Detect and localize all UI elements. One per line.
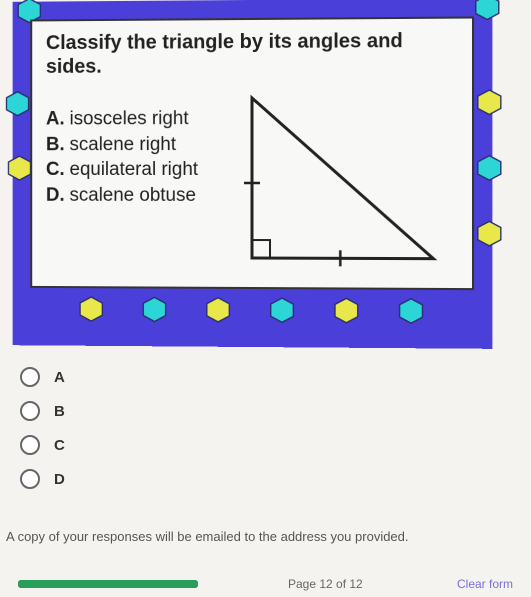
frame-hex-icon — [78, 296, 104, 322]
choice-text: isosceles right — [70, 108, 189, 129]
frame-hex-icon — [476, 89, 503, 115]
answer-option-b[interactable]: B — [20, 401, 531, 421]
email-note: A copy of your responses will be emailed… — [6, 529, 531, 544]
choice-letter: B. — [46, 132, 70, 157]
question-frame: Classify the triangle by its angles and … — [13, 0, 493, 349]
choice-row: C.equilateral right — [46, 157, 198, 183]
choice-letter: A. — [46, 107, 70, 132]
bottom-bar: Page 12 of 12 Clear form — [0, 577, 531, 591]
frame-hex-icon — [398, 298, 424, 324]
choice-list: A.isosceles rightB.scalene rightC.equila… — [46, 106, 198, 208]
answer-option-d[interactable]: D — [20, 469, 531, 489]
progress-bar — [18, 580, 198, 588]
choice-letter: D. — [46, 183, 70, 208]
answer-option-c[interactable]: C — [20, 435, 531, 455]
choice-row: D.scalene obtuse — [46, 183, 198, 209]
frame-hex-icon — [333, 297, 359, 323]
frame-hex-icon — [205, 297, 231, 323]
page-indicator: Page 12 of 12 — [288, 577, 363, 591]
radio-icon[interactable] — [20, 469, 40, 489]
choice-row: A.isosceles right — [46, 106, 198, 132]
radio-icon[interactable] — [20, 401, 40, 421]
answer-label: A — [54, 369, 65, 386]
clear-form-link[interactable]: Clear form — [457, 577, 513, 591]
frame-hex-icon — [476, 220, 503, 246]
frame-bottom-decor — [30, 288, 474, 331]
choice-text: equilateral right — [70, 159, 199, 180]
answer-label: C — [54, 437, 65, 454]
frame-hex-icon — [474, 0, 501, 21]
triangle-figure — [208, 87, 458, 274]
choice-text: scalene obtuse — [70, 185, 196, 206]
progress-fill — [18, 580, 198, 588]
question-card: Classify the triangle by its angles and … — [30, 16, 474, 290]
answer-group: ABCD — [20, 367, 531, 489]
choice-row: B.scalene right — [46, 132, 198, 158]
frame-hex-icon — [142, 296, 168, 322]
frame-hex-icon — [5, 91, 30, 117]
answer-option-a[interactable]: A — [20, 367, 531, 387]
frame-hex-icon — [476, 155, 503, 181]
answer-label: B — [54, 403, 65, 420]
radio-icon[interactable] — [20, 435, 40, 455]
frame-hex-icon — [7, 155, 32, 181]
choice-letter: C. — [46, 157, 70, 182]
frame-hex-icon — [269, 297, 295, 323]
radio-icon[interactable] — [20, 367, 40, 387]
question-prompt: Classify the triangle by its angles and … — [46, 29, 458, 79]
choice-text: scalene right — [70, 134, 176, 155]
answer-label: D — [54, 471, 65, 488]
